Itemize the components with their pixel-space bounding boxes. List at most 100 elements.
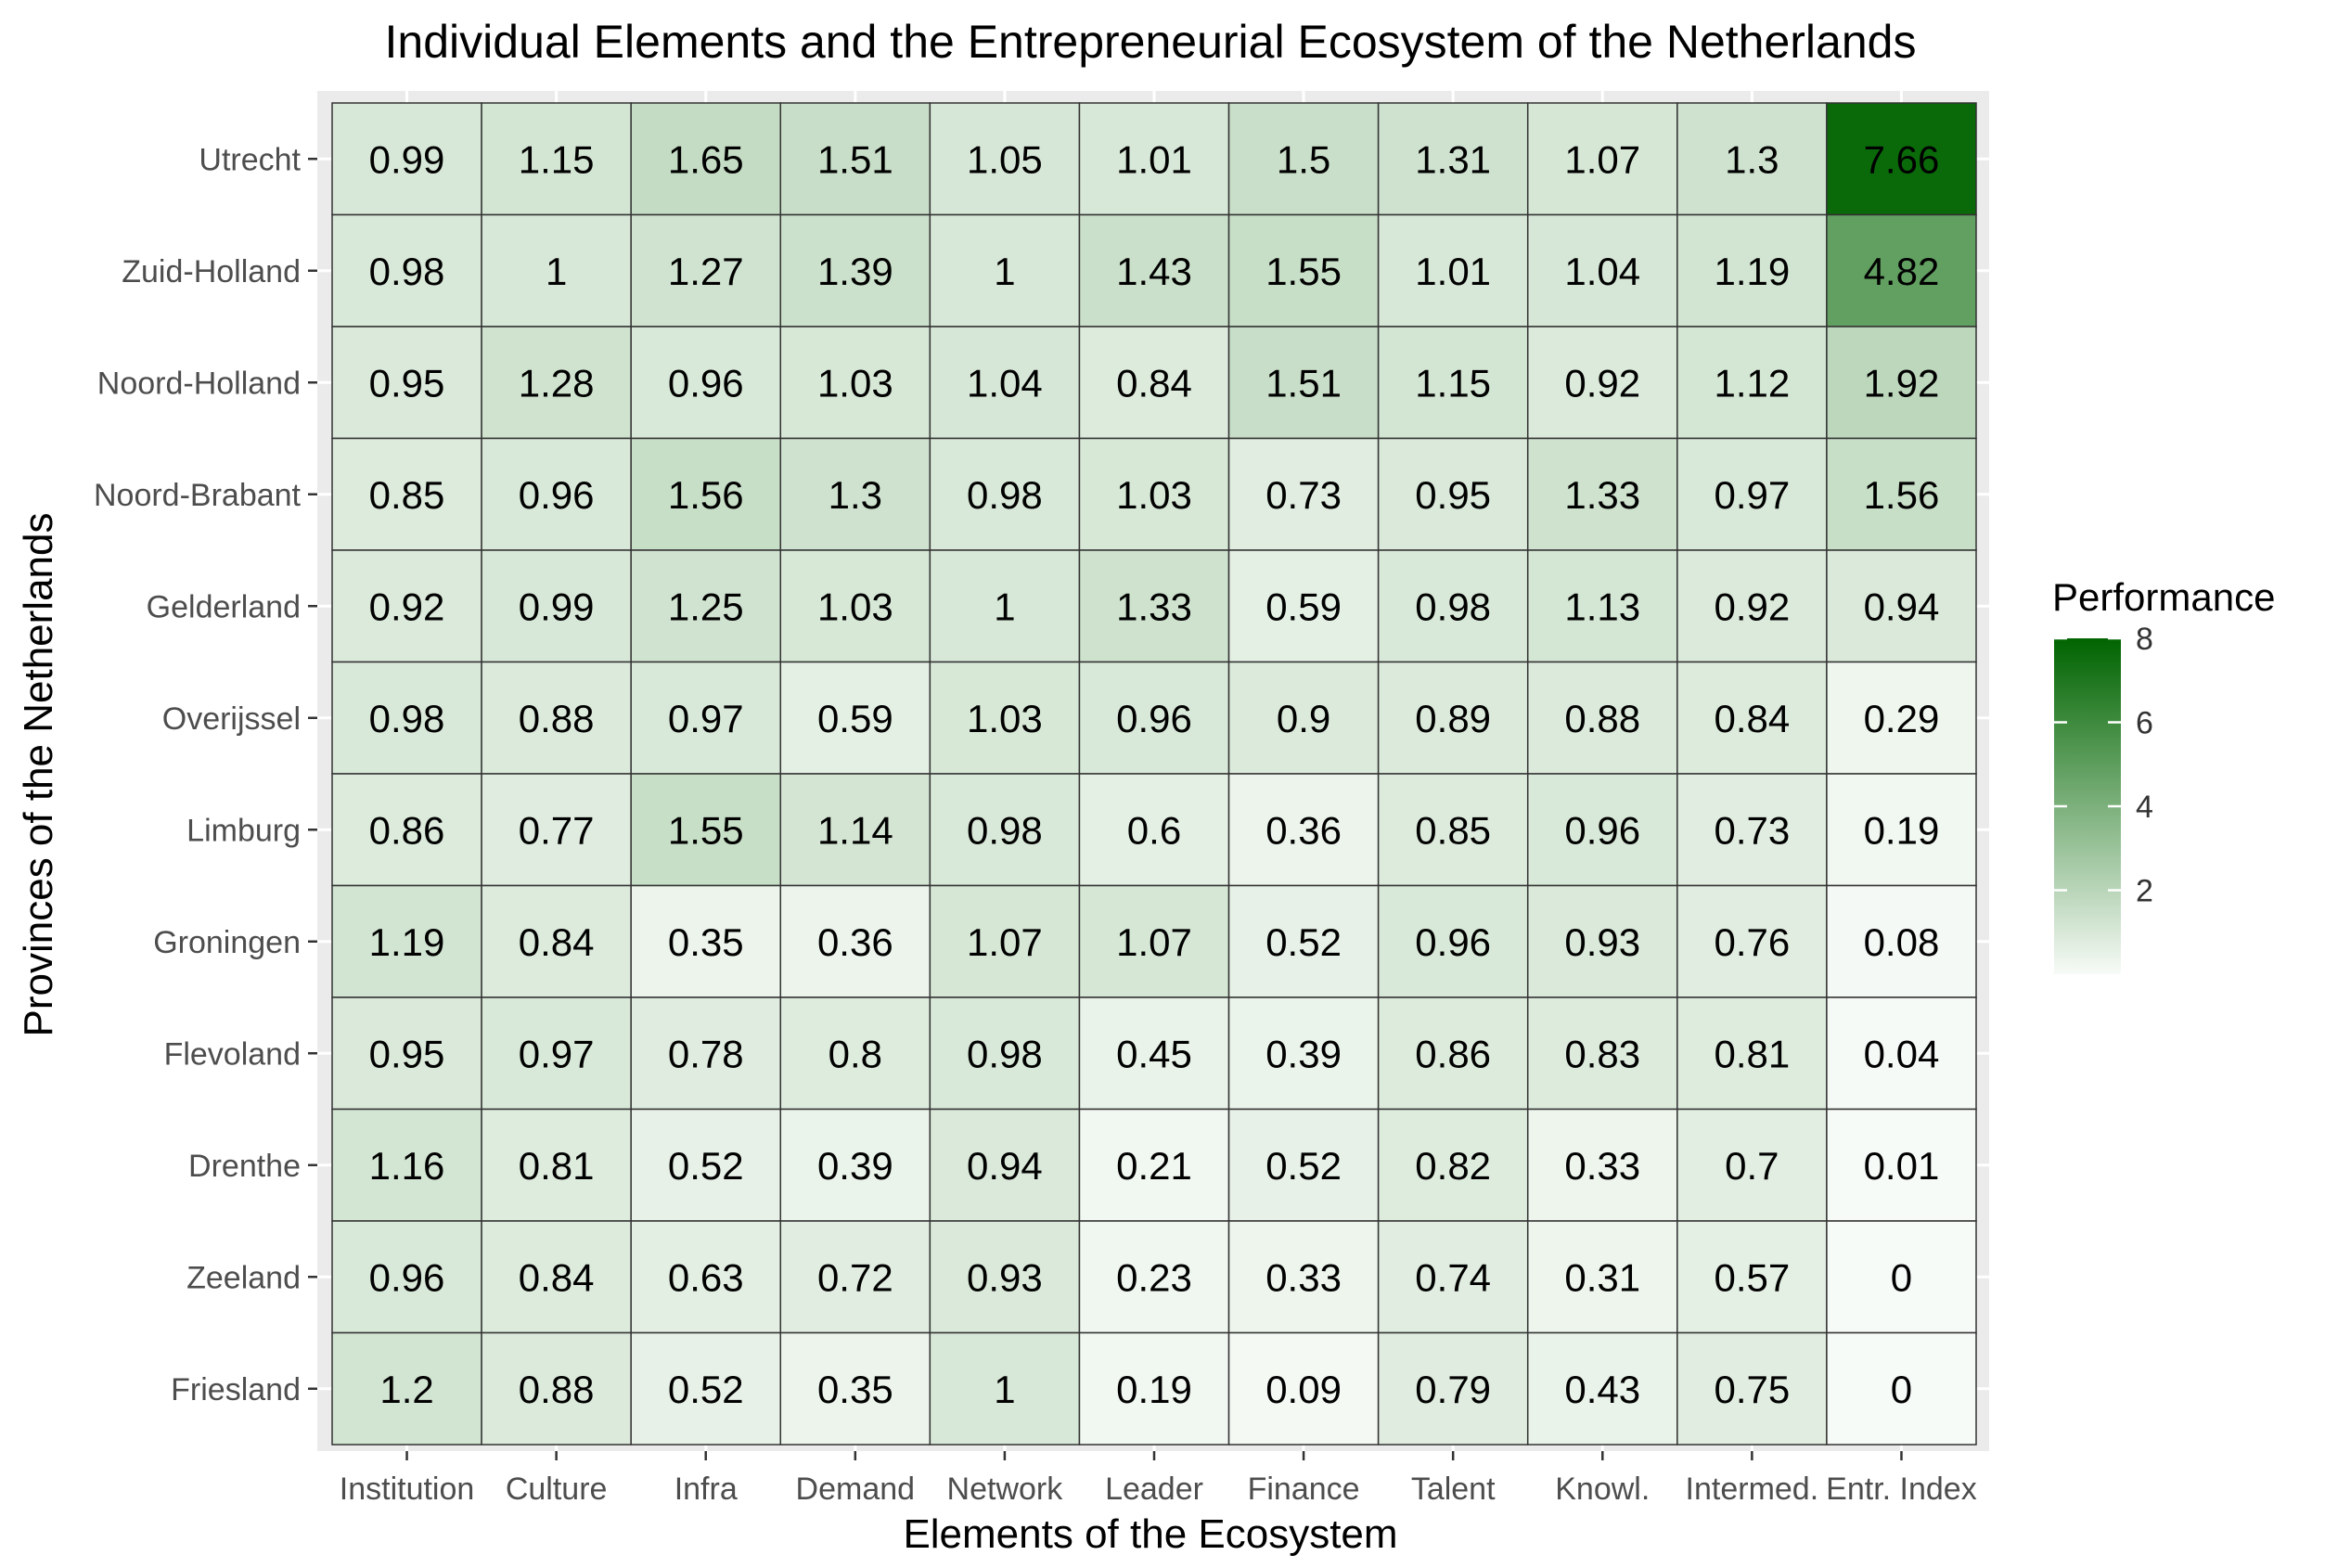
heatmap-cell [1377,102,1529,216]
cell-value-label: 0.75 [1714,1368,1790,1411]
heatmap-cell [1078,1220,1230,1334]
cell-value-label: 1.03 [817,361,893,405]
heatmap-cell [1078,213,1230,328]
heatmap-cell [1377,549,1529,663]
cell-value-label: 1.56 [1864,473,1940,517]
heatmap-cell [1377,213,1529,328]
x-tick-label: Infra [674,1472,738,1507]
y-tick-label: Friesland [171,1372,301,1407]
cell-value-label: 1.33 [1564,473,1640,517]
legend-title: Performance [2052,575,2275,619]
cell-value-label: 1.39 [817,250,893,293]
heatmap-cell [630,549,782,663]
cell-value-label: 1 [546,250,567,293]
cell-value-label: 0.98 [967,473,1043,517]
x-tick-label: Network [947,1472,1064,1507]
cell-value-label: 1.28 [519,361,595,405]
cell-value-label: 0.39 [817,1144,893,1188]
heatmap-cell [481,213,632,328]
cell-value-label: 0.84 [1714,697,1790,740]
cell-value-label: 0.84 [1116,361,1192,405]
cell-value-label: 1.92 [1864,361,1940,405]
cell-value-label: 0.7 [1725,1144,1779,1188]
cell-value-label: 1.27 [668,250,744,293]
heatmap-cell [779,437,931,551]
heatmap-cell [630,1108,782,1222]
cell-value-label: 1.19 [369,920,445,964]
heatmap-cell [331,1108,482,1222]
cell-value-label: 0.97 [519,1032,595,1075]
cell-value-label: 1.31 [1415,137,1491,181]
heatmap-cell [1676,773,1828,887]
heatmap-cell [1526,884,1678,998]
cell-value-label: 1.15 [1415,361,1491,405]
cell-value-label: 1.3 [829,473,882,517]
heatmap-cell [1078,549,1230,663]
heatmap-cell [630,213,782,328]
cell-value-label: 0.92 [1714,585,1790,628]
cell-value-label: 0.78 [668,1032,744,1075]
x-tick-label: Leader [1105,1472,1203,1507]
y-tick-label: Noord-Holland [97,366,301,401]
cell-value-label: 0.21 [1116,1144,1192,1188]
cell-value-label: 1 [994,585,1015,628]
heatmap-cell [1526,1220,1678,1334]
legend-tick-label: 2 [2136,874,2153,909]
heatmap-cell [1377,1220,1529,1334]
x-tick-label: Finance [1248,1472,1360,1507]
cell-value-label: 1.07 [1564,137,1640,181]
heatmap-cell [1227,661,1380,775]
heatmap-tiles [331,102,1977,1446]
cell-value-label: 0.98 [369,697,445,740]
legend-tick-label: 4 [2136,790,2153,825]
cell-value-label: 0.85 [1415,808,1491,852]
heatmap-cell [929,996,1081,1111]
heatmap-cell [1377,773,1529,887]
cell-value-label: 1.07 [967,920,1043,964]
heatmap-cell [1526,549,1678,663]
cell-value-label: 0.93 [967,1255,1043,1299]
cell-value-label: 0.59 [1265,585,1342,628]
heatmap-cell [1826,884,1977,998]
cell-value-label: 0.96 [519,473,595,517]
cell-value-label: 0.95 [369,361,445,405]
cell-value-label: 0.59 [817,697,893,740]
heatmap-cell [481,1108,632,1222]
heatmap-cell [630,884,782,998]
cell-value-label: 7.66 [1864,137,1940,181]
heatmap-cell [630,661,782,775]
cell-value-label: 0 [1891,1255,1912,1299]
cell-value-label: 1.07 [1116,920,1192,964]
heatmap-cell [481,437,632,551]
cell-value-label: 0.79 [1415,1368,1491,1411]
cell-value-label: 0.73 [1714,808,1790,852]
cell-value-label: 1.14 [817,808,893,852]
heatmap-cell [1676,102,1828,216]
x-axis-title: Elements of the Ecosystem [903,1511,1397,1557]
cell-value-label: 1.51 [817,137,893,181]
cell-value-label: 0.35 [668,920,744,964]
cell-value-label: 1.56 [668,473,744,517]
cell-value-label: 1.04 [967,361,1043,405]
cell-value-label: 0.52 [668,1144,744,1188]
cell-value-label: 1.51 [1265,361,1342,405]
cell-value-label: 0.84 [519,1255,595,1299]
cell-value-label: 0.95 [369,1032,445,1075]
heatmap-cell [1078,326,1230,440]
cell-value-label: 1.13 [1564,585,1640,628]
heatmap-cell [1676,884,1828,998]
heatmap-cell [1227,213,1380,328]
cell-value-label: 0.88 [519,697,595,740]
heatmap-cell [779,773,931,887]
cell-value-label: 1.05 [967,137,1043,181]
cell-value-label: 0.88 [519,1368,595,1411]
cell-value-label: 0.52 [1265,1144,1342,1188]
cell-value-label: 0.45 [1116,1032,1192,1075]
heatmap-cell [1078,1108,1230,1222]
heatmap-cell [1227,1331,1380,1446]
cell-value-label: 0.63 [668,1255,744,1299]
heatmap-cell [1078,661,1230,775]
heatmap-cell [1826,326,1977,440]
heatmap-cell [929,213,1081,328]
